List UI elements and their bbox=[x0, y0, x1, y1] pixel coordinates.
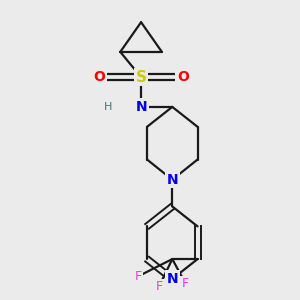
Text: F: F bbox=[155, 280, 163, 293]
Text: S: S bbox=[136, 70, 147, 85]
Text: N: N bbox=[167, 173, 178, 187]
Text: O: O bbox=[94, 70, 105, 84]
Text: N: N bbox=[135, 100, 147, 114]
Text: N: N bbox=[167, 272, 178, 286]
Text: F: F bbox=[182, 277, 189, 290]
Text: H: H bbox=[104, 102, 112, 112]
Text: O: O bbox=[177, 70, 189, 84]
Text: F: F bbox=[134, 270, 142, 283]
